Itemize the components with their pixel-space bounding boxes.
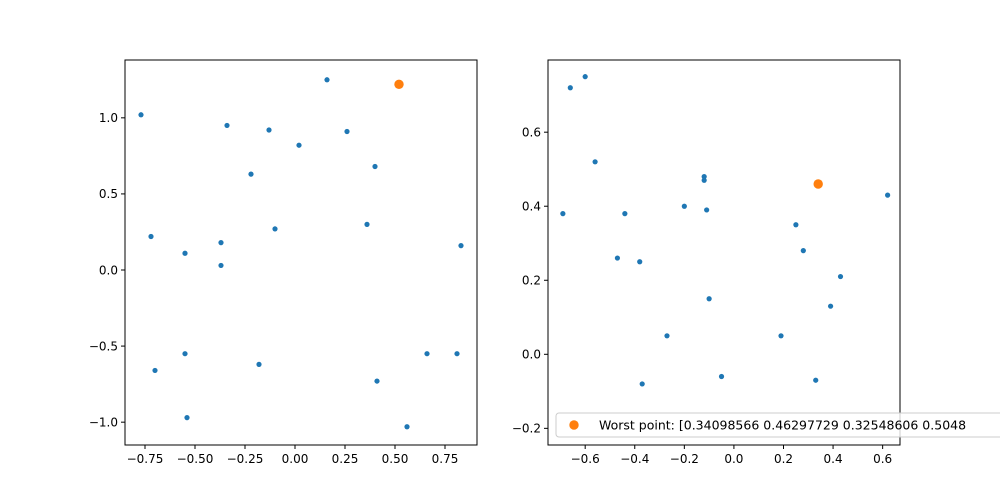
data-point-s1-0 bbox=[560, 211, 566, 217]
data-point-s0-14 bbox=[324, 77, 330, 83]
data-point-s1-5 bbox=[622, 211, 628, 217]
worst-point-s0-0 bbox=[394, 79, 404, 90]
data-point-s0-13 bbox=[296, 142, 302, 148]
data-point-s0-2 bbox=[152, 367, 158, 374]
data-point-s1-2 bbox=[582, 74, 588, 80]
data-point-s1-12 bbox=[704, 207, 710, 213]
x-tick-label: 0.2 bbox=[774, 452, 793, 466]
x-tick-label: −0.75 bbox=[127, 452, 164, 466]
data-point-s1-18 bbox=[813, 377, 819, 383]
y-tick-label: −1.0 bbox=[89, 415, 118, 429]
data-point-s1-16 bbox=[793, 222, 799, 228]
data-point-s0-3 bbox=[182, 250, 188, 256]
legend: Worst point: [0.34098566 0.46297729 0.32… bbox=[555, 412, 1000, 438]
y-tick-label: 0.4 bbox=[522, 200, 541, 214]
worst-point-s1-0 bbox=[813, 179, 823, 189]
right-subplot: −0.6 −0.4 −0.2 0.0 0.2 0.4 0.6 −0.2 0.0 0.2 0.4 0.6… bbox=[512, 59, 1000, 466]
data-point-s0-6 bbox=[218, 240, 224, 246]
data-point-s0-19 bbox=[404, 424, 410, 430]
data-point-s0-4 bbox=[182, 351, 188, 357]
data-point-s0-11 bbox=[266, 127, 272, 133]
data-point-s0-20 bbox=[424, 351, 430, 357]
data-point-s0-21 bbox=[454, 351, 460, 357]
plot-frame bbox=[547, 59, 901, 446]
data-point-s1-8 bbox=[664, 333, 670, 339]
data-point-s0-16 bbox=[364, 221, 370, 227]
data-point-s0-18 bbox=[374, 378, 380, 384]
data-point-s0-9 bbox=[248, 171, 254, 177]
plot-frame bbox=[124, 59, 478, 446]
data-point-s0-5 bbox=[184, 415, 190, 421]
y-tick-label: −0.5 bbox=[89, 339, 118, 353]
x-tick-label: −0.2 bbox=[670, 452, 699, 466]
y-tick-label: −0.2 bbox=[512, 422, 541, 436]
data-point-s1-7 bbox=[639, 381, 645, 387]
data-point-s1-17 bbox=[800, 248, 806, 254]
data-point-s1-6 bbox=[637, 259, 643, 265]
y-tick-label: 0.0 bbox=[99, 263, 118, 277]
data-point-s1-9 bbox=[681, 203, 687, 209]
x-tick-label: −0.4 bbox=[620, 452, 649, 466]
x-tick-label: 0.75 bbox=[432, 452, 459, 466]
x-tick-label: 0.25 bbox=[332, 452, 359, 466]
data-point-s0-0 bbox=[138, 112, 144, 118]
y-tick-label: 0.2 bbox=[522, 274, 541, 288]
x-tick-label: 0.50 bbox=[382, 452, 409, 466]
data-point-s1-3 bbox=[592, 159, 598, 165]
left-subplot: −0.75 −0.50 −0.25 0.00 0.25 0.50 0.75 −1.0 −0.5 0… bbox=[89, 59, 478, 466]
y-tick-label: 0.6 bbox=[522, 125, 541, 139]
legend-box bbox=[555, 412, 1000, 438]
data-point-s1-1 bbox=[567, 85, 573, 91]
data-point-s1-11 bbox=[701, 174, 707, 180]
data-point-s1-10 bbox=[701, 177, 707, 183]
y-tick-label: 0.5 bbox=[99, 187, 118, 201]
data-point-s0-17 bbox=[372, 163, 378, 170]
x-tick-label: 0.0 bbox=[724, 452, 743, 466]
x-tick-label: 0.4 bbox=[824, 452, 843, 466]
data-point-s0-8 bbox=[224, 122, 230, 129]
data-point-s0-15 bbox=[344, 128, 350, 135]
data-point-s0-12 bbox=[272, 226, 278, 232]
x-tick-label: −0.6 bbox=[571, 452, 600, 466]
data-point-s0-10 bbox=[256, 361, 262, 367]
data-point-s0-22 bbox=[458, 243, 464, 249]
data-point-s0-7 bbox=[218, 262, 224, 269]
data-point-s1-4 bbox=[614, 255, 621, 261]
data-point-s1-19 bbox=[827, 303, 834, 309]
data-point-s1-13 bbox=[706, 296, 712, 302]
data-point-s1-20 bbox=[837, 273, 844, 280]
data-point-s1-21 bbox=[885, 192, 891, 198]
data-point-s1-15 bbox=[778, 333, 784, 339]
x-tick-label: −0.25 bbox=[227, 452, 264, 466]
legend-marker bbox=[569, 420, 579, 430]
x-tick-label: 0.00 bbox=[282, 452, 309, 466]
x-tick-label: −0.50 bbox=[177, 452, 214, 466]
y-tick-label: 1.0 bbox=[99, 111, 118, 125]
data-point-s1-14 bbox=[718, 373, 725, 380]
y-tick-label: 0.0 bbox=[522, 348, 541, 362]
x-tick-label: 0.6 bbox=[873, 452, 892, 466]
legend-label: Worst point: [0.34098566 0.46297729 0.32… bbox=[599, 418, 966, 433]
data-point-s0-1 bbox=[148, 233, 154, 240]
